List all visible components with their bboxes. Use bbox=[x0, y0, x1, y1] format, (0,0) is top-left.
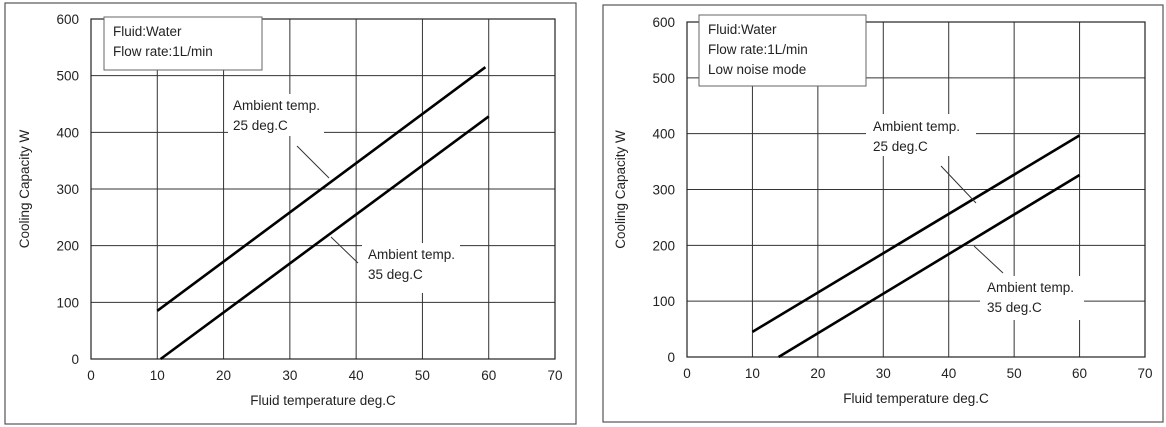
info-box bbox=[698, 14, 867, 87]
y-tick-label: 400 bbox=[56, 125, 79, 140]
series-label: 25 deg.C bbox=[233, 118, 288, 133]
x-tick-label: 70 bbox=[547, 368, 562, 383]
series-label: Ambient temp. bbox=[873, 119, 960, 134]
chart-2: 0 10 20 30 40 50 60 70 0 100 200 300 400 500 600 Fluid … bbox=[602, 4, 1164, 423]
series-label: 35 deg.C bbox=[987, 300, 1042, 315]
x-tick-label: 10 bbox=[150, 368, 165, 383]
label-background bbox=[362, 243, 460, 293]
y-tick-label: 200 bbox=[56, 239, 79, 254]
x-tick-label: 10 bbox=[745, 366, 760, 381]
x-tick-label: 0 bbox=[683, 366, 691, 381]
info-box bbox=[103, 16, 263, 71]
info-box-text: Low noise mode bbox=[708, 62, 806, 77]
series-label: Ambient temp. bbox=[987, 280, 1074, 295]
x-tick-label: 20 bbox=[216, 368, 231, 383]
label-background bbox=[866, 114, 976, 156]
x-tick-label: 60 bbox=[481, 368, 496, 383]
series-line-2 bbox=[159, 115, 490, 361]
y-tick-label: 500 bbox=[652, 71, 675, 86]
x-tick-label: 0 bbox=[87, 368, 95, 383]
x-axis-label: Fluid temperature deg.C bbox=[250, 393, 396, 408]
plot-area bbox=[90, 18, 556, 360]
x-tick-label: 50 bbox=[1007, 366, 1022, 381]
series-label: 35 deg.C bbox=[368, 267, 423, 282]
x-tick-label: 70 bbox=[1137, 366, 1152, 381]
y-tick-label: 100 bbox=[652, 294, 675, 309]
info-box-text: Flow rate:1L/min bbox=[113, 44, 213, 59]
x-tick-label: 30 bbox=[876, 366, 891, 381]
info-box-text: Flow rate:1L/min bbox=[708, 42, 808, 57]
x-tick-label: 40 bbox=[349, 368, 364, 383]
x-axis-label: Fluid temperature deg.C bbox=[843, 391, 989, 406]
y-tick-label: 200 bbox=[652, 238, 675, 253]
y-tick-label: 0 bbox=[667, 350, 675, 365]
y-tick-label: 600 bbox=[652, 15, 675, 30]
y-axis-label: Cooling Capacity W bbox=[17, 129, 32, 248]
x-tick-label: 40 bbox=[941, 366, 956, 381]
x-tick-label: 60 bbox=[1072, 366, 1087, 381]
series-label: 25 deg.C bbox=[873, 139, 928, 154]
chart-1: 0 10 20 30 40 50 60 70 0 100 200 300 400 500 600 Fluid … bbox=[4, 2, 577, 425]
leader-line bbox=[296, 145, 330, 179]
y-tick-label: 400 bbox=[652, 127, 675, 142]
label-background bbox=[980, 276, 1084, 320]
leader-line bbox=[973, 245, 1004, 274]
y-tick-label: 600 bbox=[56, 12, 79, 27]
x-tick-label: 30 bbox=[282, 368, 297, 383]
label-background bbox=[228, 94, 324, 136]
y-tick-label: 300 bbox=[56, 182, 79, 197]
info-box-text: Fluid:Water bbox=[113, 24, 182, 39]
y-tick-label: 0 bbox=[71, 352, 79, 367]
leader-line bbox=[940, 165, 977, 204]
info-box-text: Fluid:Water bbox=[708, 22, 777, 37]
x-tick-label: 20 bbox=[810, 366, 825, 381]
y-tick-label: 100 bbox=[56, 295, 79, 310]
plot-area bbox=[686, 21, 1146, 358]
series-line-2 bbox=[777, 173, 1081, 359]
leader-line bbox=[330, 236, 359, 264]
series-line-1 bbox=[751, 134, 1081, 333]
x-tick-label: 50 bbox=[415, 368, 430, 383]
y-tick-label: 300 bbox=[652, 183, 675, 198]
y-axis-label: Cooling Capacity W bbox=[613, 130, 628, 249]
series-line-1 bbox=[156, 66, 487, 312]
y-tick-label: 500 bbox=[56, 69, 79, 84]
series-label: Ambient temp. bbox=[233, 98, 320, 113]
series-label: Ambient temp. bbox=[368, 247, 455, 262]
